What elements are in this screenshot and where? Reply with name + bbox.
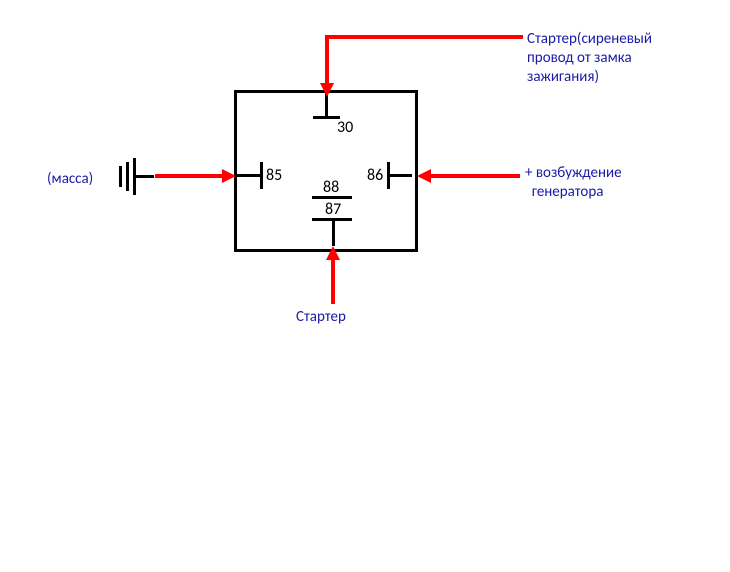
label-left-ground: (масса) [47,170,93,189]
wire-top-arrow [320,83,334,97]
pin-30-label: 30 [337,118,353,137]
ground-bar-2 [126,162,129,191]
pin-86-cap [387,162,390,189]
wire-right-h [430,174,520,178]
wire-left-h [155,174,223,178]
label-right-gen: + возбуждение генератора [525,164,622,202]
pin-86-stem [390,174,412,177]
ground-bar-1 [119,166,122,187]
label-top-right: Стартер(сиреневый провод от замка зажига… [527,30,652,86]
pin-87-label: 87 [325,200,341,219]
wire-left-arrow [222,169,236,183]
wire-top-h [325,35,523,39]
pin-86-label: 86 [367,166,383,185]
wire-bottom-v [331,258,335,304]
diagram-canvas: 30 85 86 88 87 Стартер(сиреневый провод … [0,0,730,572]
wire-right-arrow [417,169,431,183]
pin-85-cap [260,162,263,189]
pin-85-stem [237,174,260,177]
pin-85-label: 85 [266,166,282,185]
ground-lead [136,175,154,178]
label-bottom-starter: Стартер [296,308,346,327]
pin-30-cap [313,116,340,119]
wire-top-v [325,35,329,85]
wire-bottom-arrow [326,246,340,260]
pin-87-stem [332,221,335,246]
pin-88-label: 88 [323,178,339,197]
